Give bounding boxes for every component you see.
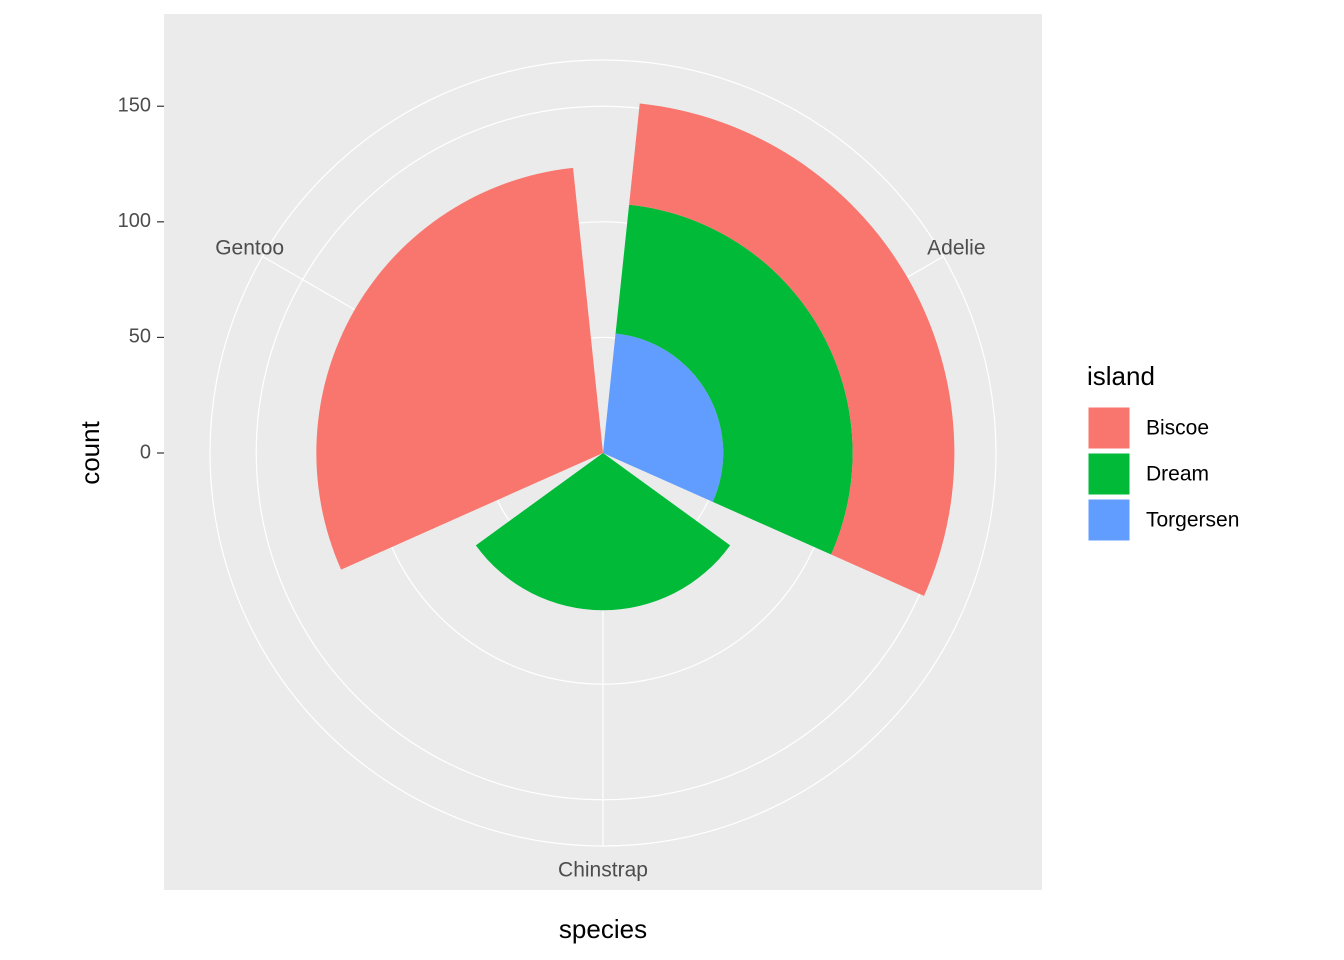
- legend-label: Torgersen: [1146, 509, 1239, 532]
- bar-segment: [615, 204, 853, 555]
- y-tick-label: 100: [118, 210, 151, 232]
- bar-segment: [475, 453, 731, 611]
- legend-label: Biscoe: [1146, 417, 1209, 440]
- legend-key: [1087, 452, 1131, 496]
- y-tick-label: 0: [140, 441, 151, 463]
- y-axis-title: count: [75, 420, 105, 484]
- legend-key: [1087, 406, 1131, 450]
- y-tick-label: 50: [129, 326, 151, 348]
- bar-segment: [603, 333, 724, 502]
- x-axis-title: species: [559, 914, 647, 944]
- bar-segment: [629, 103, 955, 596]
- legend-title: island: [1087, 361, 1155, 391]
- bar-segment: [316, 167, 603, 570]
- category-label: Adelie: [927, 237, 985, 260]
- category-label: Gentoo: [215, 237, 284, 260]
- legend-key: [1087, 498, 1131, 542]
- legend-label: Dream: [1146, 463, 1209, 486]
- category-label: Chinstrap: [558, 859, 648, 882]
- y-tick-label: 150: [118, 95, 151, 117]
